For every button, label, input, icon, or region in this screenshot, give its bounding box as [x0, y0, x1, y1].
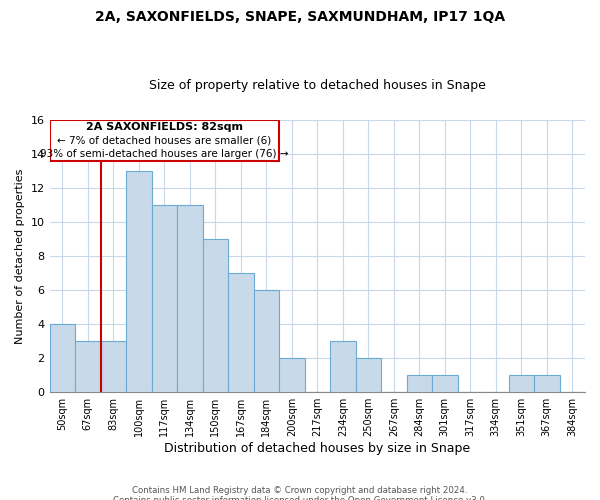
Text: Contains public sector information licensed under the Open Government Licence v3: Contains public sector information licen… — [113, 496, 487, 500]
Bar — [330, 341, 356, 392]
Y-axis label: Number of detached properties: Number of detached properties — [15, 168, 25, 344]
Bar — [279, 358, 305, 392]
Text: Contains HM Land Registry data © Crown copyright and database right 2024.: Contains HM Land Registry data © Crown c… — [132, 486, 468, 495]
Bar — [152, 205, 177, 392]
Bar — [254, 290, 279, 392]
Bar — [50, 120, 279, 162]
Bar — [126, 170, 152, 392]
Bar — [509, 375, 534, 392]
Bar — [50, 324, 75, 392]
Text: ← 7% of detached houses are smaller (6): ← 7% of detached houses are smaller (6) — [57, 136, 271, 145]
Bar — [228, 273, 254, 392]
Text: 2A, SAXONFIELDS, SNAPE, SAXMUNDHAM, IP17 1QA: 2A, SAXONFIELDS, SNAPE, SAXMUNDHAM, IP17… — [95, 10, 505, 24]
Bar — [177, 205, 203, 392]
Bar — [356, 358, 381, 392]
Bar — [432, 375, 458, 392]
X-axis label: Distribution of detached houses by size in Snape: Distribution of detached houses by size … — [164, 442, 470, 455]
Text: 93% of semi-detached houses are larger (76) →: 93% of semi-detached houses are larger (… — [40, 150, 289, 160]
Bar — [534, 375, 560, 392]
Text: 2A SAXONFIELDS: 82sqm: 2A SAXONFIELDS: 82sqm — [86, 122, 243, 132]
Title: Size of property relative to detached houses in Snape: Size of property relative to detached ho… — [149, 79, 486, 92]
Bar — [101, 341, 126, 392]
Bar — [407, 375, 432, 392]
Bar — [203, 239, 228, 392]
Bar — [75, 341, 101, 392]
